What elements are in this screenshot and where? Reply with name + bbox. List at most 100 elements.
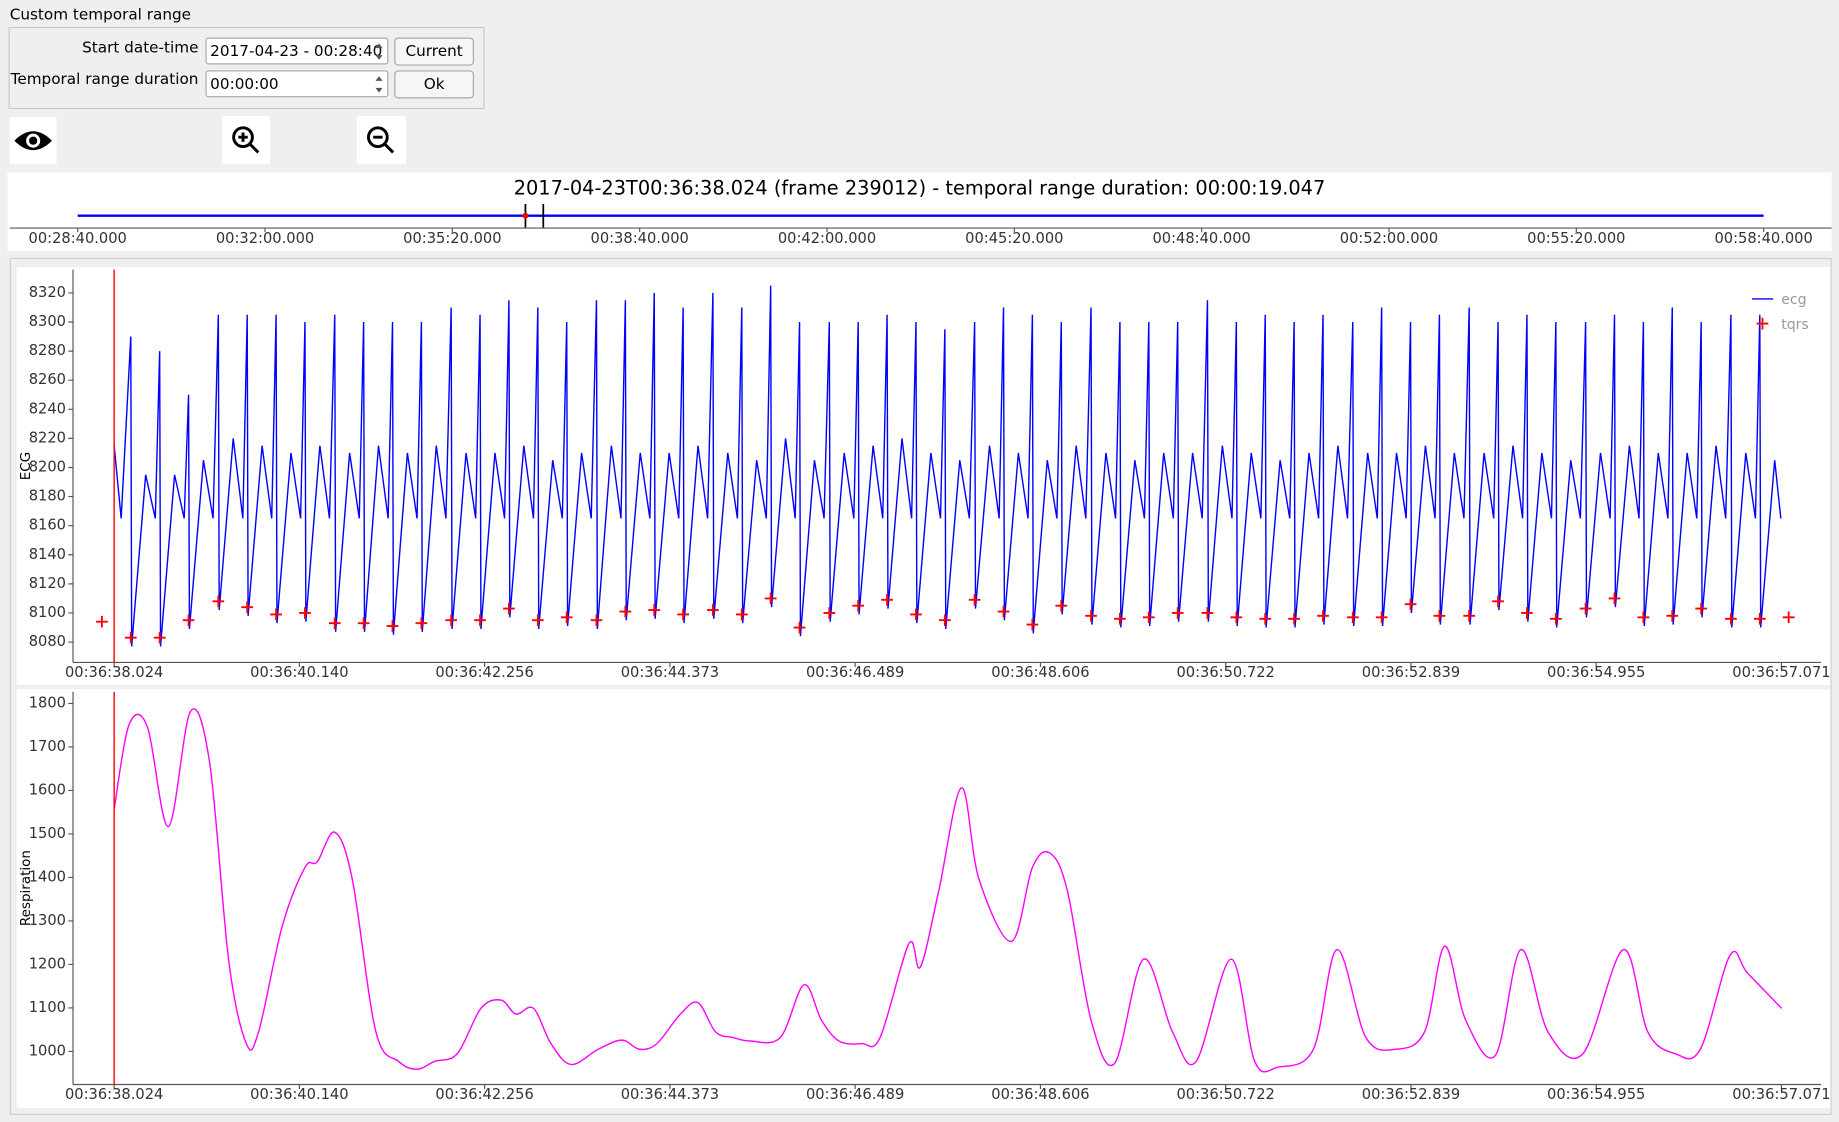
qrs-marker [1201, 607, 1214, 619]
x-tick-label: 00:36:48.606 [991, 1086, 1089, 1103]
qrs-marker [1114, 612, 1126, 625]
y-tick-label: 1400 [29, 868, 66, 885]
eye-pupil[interactable] [29, 136, 38, 145]
zoom-lens[interactable] [232, 126, 254, 149]
qrs-marker [1725, 612, 1737, 625]
timeline-tick-label: 00:32:00.000 [216, 230, 314, 247]
qrs-marker [328, 617, 341, 629]
qrs-marker [299, 607, 311, 619]
duration-spinbox[interactable]: 00:00:00 [205, 70, 389, 98]
x-tick-label: 00:36:40.140 [250, 664, 348, 681]
y-tick-label: 8260 [29, 371, 66, 388]
qrs-marker [503, 602, 515, 615]
spin-arrows[interactable] [375, 43, 383, 60]
qrs-marker [415, 617, 428, 629]
qrs-marker [560, 611, 573, 624]
y-tick-label: 8140 [29, 546, 66, 563]
qrs-marker [1433, 610, 1446, 622]
start-spinbox[interactable]: 2017-04-23 - 00:28:40 [205, 37, 389, 65]
qrs-marker [1521, 607, 1533, 619]
timeline-tick-label: 00:58:40.000 [1714, 230, 1812, 247]
x-tick-label: 00:36:44.373 [621, 664, 719, 681]
qrs-marker [1142, 611, 1155, 624]
legend-label: tqrs [1781, 317, 1809, 333]
plots-frame [9, 257, 1832, 1115]
zoom-out-button[interactable] [356, 116, 406, 165]
x-tick-label: 00:36:46.489 [806, 664, 904, 681]
qrs-marker [1317, 610, 1329, 622]
duration-label: Temporal range duration [10, 70, 199, 88]
qrs-marker [1579, 602, 1592, 615]
y-tick-label: 8180 [29, 488, 66, 505]
qrs-marker [735, 608, 748, 621]
timeline-cursor [522, 212, 529, 219]
timeline-tick-label: 00:45:20.000 [965, 230, 1063, 247]
qrs-marker [357, 617, 370, 629]
qrs-marker [241, 601, 254, 613]
x-tick-label: 00:36:42.256 [435, 1086, 533, 1103]
qrs-marker [1259, 612, 1272, 625]
qrs-marker [707, 604, 719, 616]
icon-bg[interactable] [221, 116, 270, 165]
spin-arrows[interactable] [375, 76, 383, 93]
y-tick-label: 1600 [29, 781, 66, 798]
timeline-title: 2017-04-23T00:36:38.024 (frame 239012) -… [514, 176, 1326, 199]
y-tick-label: 8200 [29, 458, 66, 475]
qrs-marker [1375, 611, 1388, 624]
qrs-marker [1055, 599, 1068, 612]
qrs-marker [968, 594, 981, 606]
qrs-marker [1230, 611, 1243, 624]
timeline-tick-label: 00:42:00.000 [778, 230, 876, 247]
qrs-marker [182, 614, 195, 627]
timeline-tick-label: 00:28:40.000 [29, 230, 127, 247]
eye-button[interactable] [9, 117, 57, 165]
plot-area [96, 269, 1795, 663]
qrs-marker [1695, 602, 1708, 615]
group-box [8, 26, 485, 110]
qrs-marker [677, 608, 689, 621]
qrs-marker [852, 599, 865, 612]
spinbox-frame[interactable] [205, 70, 389, 98]
spinbox-frame[interactable] [205, 37, 389, 65]
x-tick-label: 00:36:46.489 [806, 1086, 904, 1103]
button-label[interactable]: Ok [424, 75, 445, 93]
button-frame[interactable] [394, 70, 474, 99]
qrs-marker [793, 621, 806, 634]
zoom-in-button[interactable] [221, 116, 270, 165]
y-tick-label: 1200 [29, 955, 66, 972]
x-tick-label: 00:36:38.024 [65, 664, 163, 681]
current-button[interactable]: Current [394, 37, 474, 66]
qrs-marker [1171, 607, 1184, 619]
x-tick-label: 00:36:42.256 [435, 664, 533, 681]
y-tick-label: 8280 [29, 342, 66, 359]
button-label[interactable]: Current [406, 42, 463, 60]
zoom-plus[interactable] [238, 132, 260, 154]
y-tick-label: 1500 [29, 825, 66, 842]
qrs-marker [1782, 611, 1795, 624]
qrs-marker [96, 615, 108, 628]
plot-area [113, 691, 1783, 1085]
legend-marker [1756, 317, 1769, 330]
ok-button[interactable]: Ok [394, 70, 474, 99]
icon-bg[interactable] [356, 116, 406, 165]
signal-line [113, 708, 1783, 1073]
spinbox-value[interactable]: 2017-04-23 - 00:28:40 [210, 42, 382, 60]
button-frame[interactable] [394, 37, 474, 66]
y-tick-label: 8320 [29, 284, 66, 301]
zoom-minus[interactable] [373, 135, 395, 154]
qrs-marker [1085, 610, 1097, 622]
spinbox-value[interactable]: 00:00:00 [210, 75, 278, 93]
x-tick-label: 00:36:48.606 [991, 664, 1089, 681]
x-tick-label: 00:36:57.071 [1732, 1086, 1830, 1103]
y-tick-label: 1100 [29, 999, 66, 1016]
qrs-marker [939, 614, 951, 627]
x-tick-label: 00:36:38.024 [65, 1086, 163, 1103]
qrs-marker [1666, 610, 1679, 622]
plots: 00:28:40.000 00:32:00.000 00:35:20.000 00:3… [18, 203, 1831, 1103]
timeline-panel [7, 172, 1832, 251]
qrs-marker [1026, 618, 1039, 631]
timeline-tick-label: 00:55:20.000 [1527, 230, 1625, 247]
qrs-marker [881, 594, 893, 606]
qrs-marker [124, 631, 137, 644]
zoom-lens[interactable] [366, 126, 389, 149]
